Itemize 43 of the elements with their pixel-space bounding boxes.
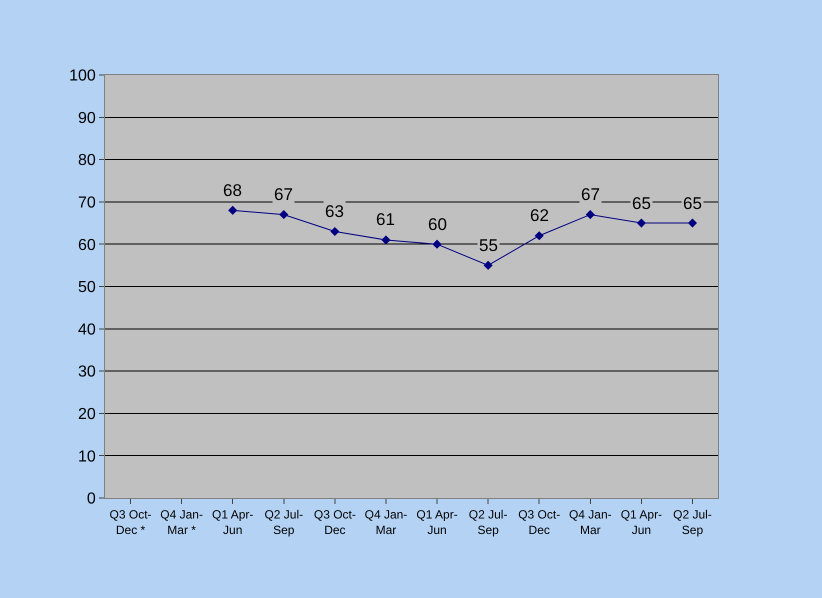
point <box>688 218 698 228</box>
x-tick-label: Q4 Jan-Mar <box>568 507 612 537</box>
x-tick-label: Q3 Oct-Dec <box>314 507 356 537</box>
point <box>534 231 544 240</box>
y-tick-label: 80 <box>78 152 96 170</box>
data-label: 63 <box>325 202 344 221</box>
x-tick-label: Q3 Oct-Dec * <box>110 507 152 537</box>
point <box>330 226 340 236</box>
x-tick-label: Q2 Jul-Sep <box>468 507 508 537</box>
data-label: 65 <box>683 194 702 213</box>
point <box>381 235 391 245</box>
y-tick-label: 70 <box>78 194 96 212</box>
point <box>228 206 238 215</box>
y-tick-label: 100 <box>69 68 96 85</box>
x-tick-label: Q3 Oct-Dec <box>518 507 560 537</box>
data-label: 67 <box>581 185 600 204</box>
point <box>279 210 288 220</box>
x-tick-label: Q1 Apr-Jun <box>620 507 662 537</box>
x-tick-label: Q2 Jul-Sep <box>264 507 304 537</box>
y-tick-label: 0 <box>86 490 96 508</box>
y-tick-label: 10 <box>78 448 96 466</box>
x-tick-label: Q4 Jan-Mar * <box>160 507 203 537</box>
x-tick-label: Q2 Jul-Sep <box>673 507 712 537</box>
data-label: 55 <box>479 236 498 255</box>
point <box>432 240 442 249</box>
y-tick-label: 40 <box>78 321 96 338</box>
point <box>484 260 493 270</box>
x-tick-label: Q1 Apr-Jun <box>212 507 254 537</box>
y-tick-label: 50 <box>78 279 96 296</box>
data-label: 62 <box>530 206 549 225</box>
y-tick-label: 30 <box>78 364 96 381</box>
y-tick-label: 20 <box>78 406 96 423</box>
data-label: 61 <box>376 210 395 229</box>
data-label: 60 <box>428 215 447 234</box>
x-tick-label: Q1 Apr-Jun <box>416 507 458 537</box>
point <box>586 210 595 220</box>
x-tick-label: Q4 Jan-Mar <box>364 507 408 537</box>
y-tick-label: 60 <box>78 236 96 254</box>
data-label: 68 <box>223 181 242 200</box>
point <box>636 218 646 228</box>
data-label: 67 <box>274 185 293 204</box>
y-tick-label: 90 <box>78 110 96 127</box>
data-label: 65 <box>632 194 651 213</box>
